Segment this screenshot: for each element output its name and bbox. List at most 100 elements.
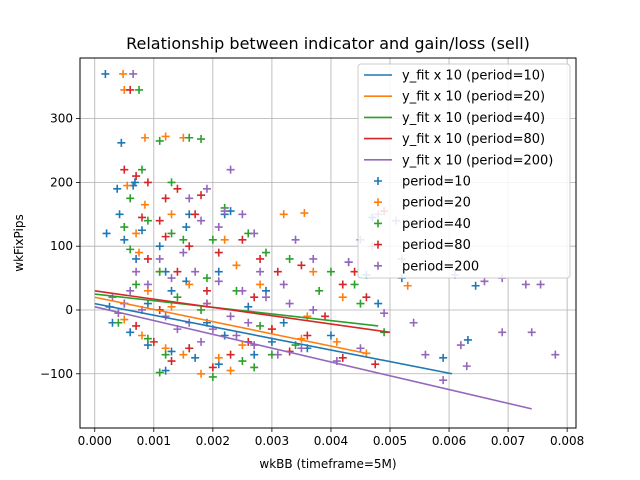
scatter-point [179, 235, 188, 244]
fit-line [94, 302, 453, 375]
scatter-point [149, 337, 158, 346]
scatter-point [167, 210, 176, 219]
fit-line [94, 296, 367, 355]
legend-marker-swatch [374, 240, 382, 249]
scatter-point [138, 165, 146, 174]
scatter-point [226, 366, 235, 375]
scatter-point [129, 69, 138, 78]
scatter-point [285, 299, 294, 308]
scatter-point [214, 353, 223, 362]
scatter-point [285, 254, 294, 263]
scatter-point [232, 331, 241, 340]
scatter-point [262, 248, 270, 257]
scatter-point [161, 350, 170, 359]
scatter-point [300, 209, 309, 218]
x-tick-label: 0.001 [137, 434, 171, 448]
scatter-point [315, 286, 324, 295]
scatter-point [143, 216, 152, 225]
y-tick-label: 0 [65, 303, 73, 317]
scatter-point [279, 210, 288, 219]
scatter-point [208, 363, 217, 372]
scatter-point [267, 325, 276, 334]
scatter-point [120, 165, 129, 174]
scatter-point [143, 178, 152, 187]
scatter-point [256, 321, 265, 330]
scatter-series [120, 85, 389, 372]
x-tick-label: 0.000 [78, 434, 112, 448]
scatter-point [332, 337, 341, 346]
scatter-point [256, 254, 265, 263]
scatter-point [208, 372, 217, 381]
scatter-point [338, 353, 347, 362]
scatter-point [344, 258, 353, 267]
scatter-point [126, 194, 135, 203]
fit-line [94, 290, 391, 334]
scatter-point [214, 248, 223, 257]
scatter-point [140, 200, 149, 209]
scatter-point [214, 267, 223, 276]
scatter-point [161, 232, 170, 241]
scatter-point [244, 302, 253, 311]
y-axis-ticks: −100 0 100 200 300 [40, 112, 80, 381]
scatter-point [143, 334, 152, 343]
x-axis-label: wkBB (timeframe=5M) [259, 457, 396, 471]
scatter-point [155, 368, 164, 377]
scatter-point [250, 229, 259, 238]
legend-marker-swatch [374, 219, 382, 228]
scatter-point [421, 350, 430, 359]
scatter-point [214, 277, 223, 286]
scatter-point [138, 331, 146, 340]
legend-marker-swatch [374, 177, 382, 185]
scatter-point [126, 286, 135, 295]
scatter-point [101, 69, 110, 78]
scatter-point [197, 305, 206, 314]
scatter-point [279, 318, 288, 327]
legend-label: period=200 [402, 259, 479, 274]
y-tick-label: 200 [50, 175, 73, 189]
scatter-point [173, 293, 182, 302]
scatter-point [167, 347, 176, 356]
scatter-point [185, 133, 194, 142]
scatter-point [220, 235, 229, 244]
scatter-point [303, 312, 312, 321]
scatter-point [197, 369, 206, 378]
x-tick-label: 0.005 [373, 434, 407, 448]
scatter-point [220, 331, 229, 340]
scatter-point [119, 69, 128, 78]
scatter-point [403, 281, 412, 290]
legend-marker-swatch [374, 261, 382, 270]
x-tick-label: 0.007 [491, 434, 525, 448]
scatter-points [101, 69, 560, 385]
scatter-point [167, 302, 176, 311]
scatter-point [102, 229, 111, 238]
scatter-point [191, 353, 200, 362]
scatter-point [309, 267, 318, 276]
scatter-point [471, 281, 480, 290]
scatter-point [120, 315, 129, 324]
scatter-point [374, 299, 383, 308]
scatter-point [250, 350, 259, 359]
scatter-point [155, 136, 164, 145]
scatter-point [155, 216, 164, 225]
scatter-point [291, 235, 300, 244]
legend-label: y_fit x 10 (period=40) [402, 111, 545, 126]
y-tick-label: −100 [40, 367, 73, 381]
scatter-point [232, 261, 241, 270]
legend-label: y_fit x 10 (period=200) [402, 153, 553, 168]
scatter-point [356, 344, 365, 353]
x-tick-label: 0.006 [432, 434, 466, 448]
legend: y_fit x 10 (period=10) y_fit x 10 (period… [357, 63, 571, 279]
y-tick-label: 100 [50, 239, 73, 253]
legend-box [357, 63, 571, 279]
scatter-point [132, 267, 141, 276]
scatter-point [185, 344, 194, 353]
scatter-point [197, 135, 206, 144]
scatter-point [179, 248, 188, 257]
legend-label: period=80 [402, 238, 471, 253]
scatter-point [309, 254, 318, 263]
scatter-point [202, 184, 211, 193]
scatter-point [350, 280, 359, 289]
scatter-point [143, 299, 152, 308]
scatter-point [238, 235, 247, 244]
